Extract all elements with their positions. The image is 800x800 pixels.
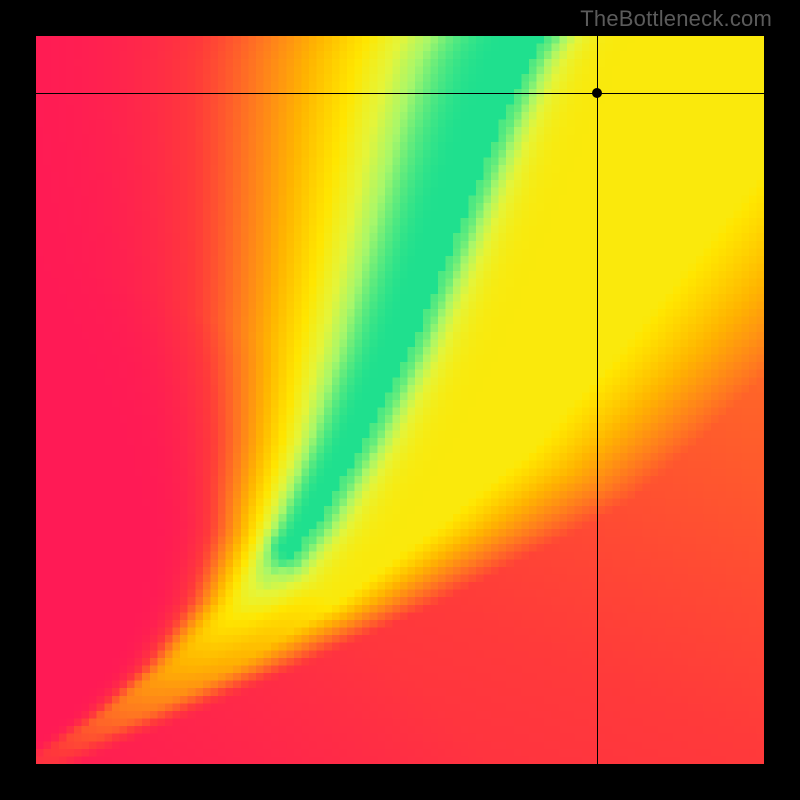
bottleneck-heatmap (36, 36, 764, 764)
watermark-text: TheBottleneck.com (580, 6, 772, 32)
